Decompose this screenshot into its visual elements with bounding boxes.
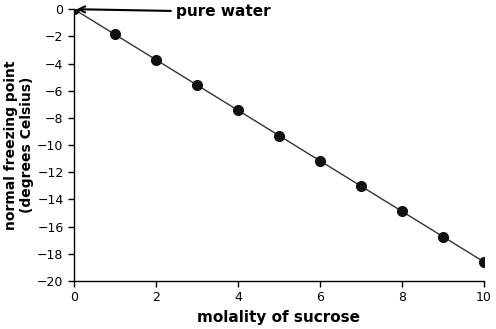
Text: pure water: pure water	[79, 4, 271, 19]
Y-axis label: normal freezing point
(degrees Celsius): normal freezing point (degrees Celsius)	[4, 60, 34, 230]
X-axis label: molality of sucrose: molality of sucrose	[197, 310, 361, 325]
